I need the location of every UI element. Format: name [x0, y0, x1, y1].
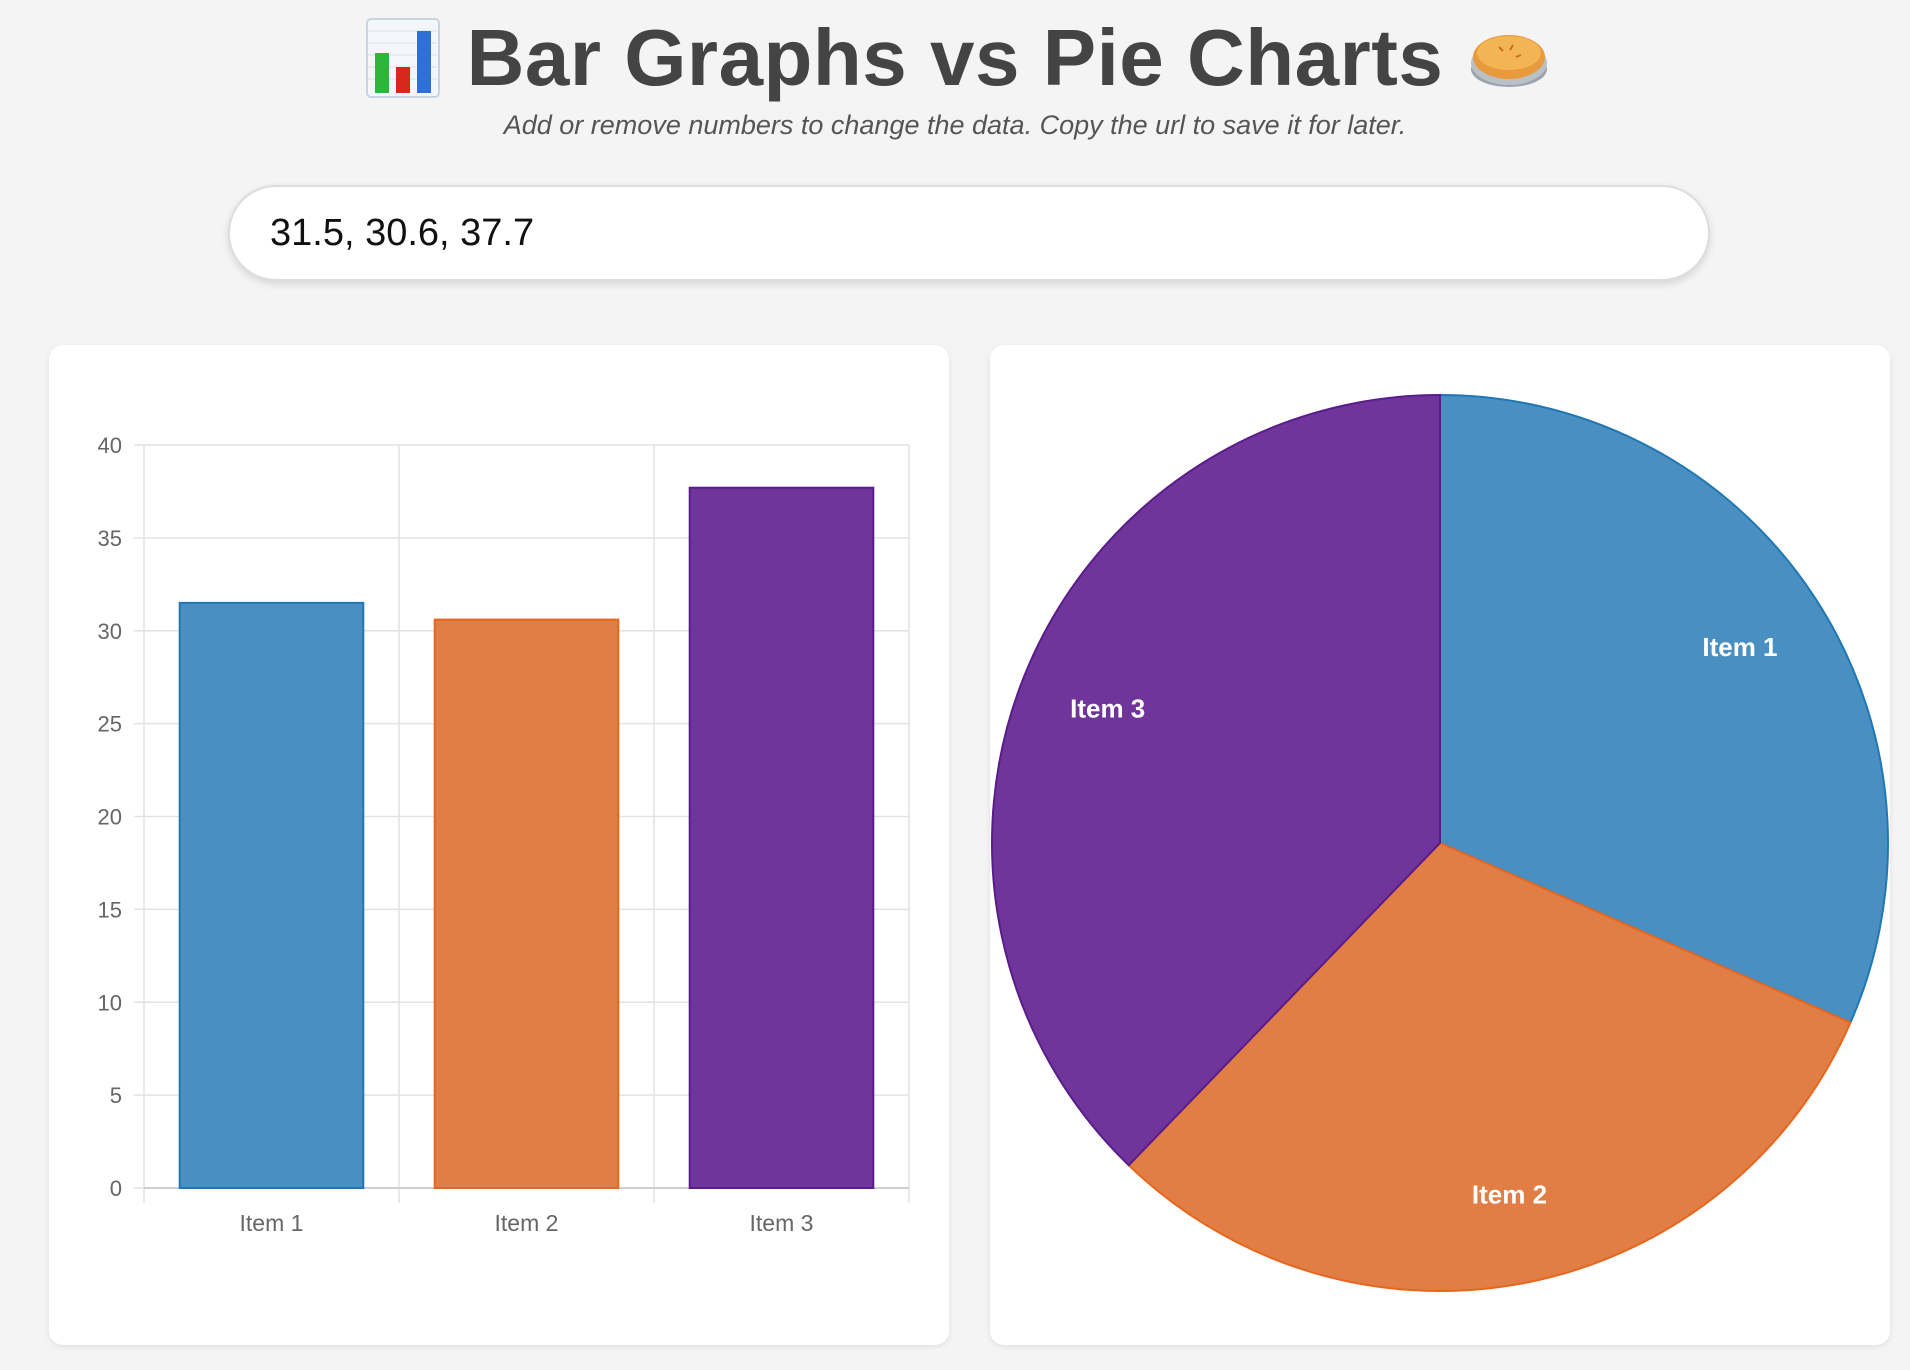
pie-slice-label: Item 3 [1070, 694, 1145, 724]
page-subtitle: Add or remove numbers to change the data… [503, 110, 1407, 140]
x-tick-label: Item 3 [750, 1210, 814, 1236]
title-row: Bar Graphs vs Pie Charts [0, 8, 1910, 108]
x-tick-label: Item 2 [495, 1210, 559, 1236]
bar-item-3[interactable] [688, 486, 875, 1190]
bar-chart-card: 0 5 10 15 20 25 30 35 40 Item 1 Item 2 Item 3 [49, 345, 949, 1345]
y-tick-label: 20 [98, 805, 122, 830]
data-input-container [228, 185, 1710, 281]
bar-item-2[interactable] [433, 618, 620, 1190]
pie-chart: Item 1 Item 2 Item 3 [991, 393, 1889, 1292]
y-tick-label: 30 [98, 619, 122, 644]
page-title: Bar Graphs vs Pie Charts [466, 13, 1444, 102]
pie-slice-item-3[interactable] [991, 393, 1441, 1167]
y-tick-label: 15 [98, 897, 122, 922]
y-tick-label: 10 [98, 990, 122, 1015]
y-tick-label: 40 [98, 433, 122, 458]
pie-chart-card: Item 1 Item 2 Item 3 [990, 345, 1890, 1345]
y-tick-label: 5 [110, 1083, 122, 1108]
y-tick-label: 35 [98, 526, 122, 551]
bar-chart-icon [365, 17, 441, 99]
pie-slice-label: Item 2 [1472, 1180, 1547, 1210]
bar-item-1[interactable] [178, 601, 365, 1189]
y-tick-label: 0 [110, 1176, 122, 1201]
pie-icon [1469, 17, 1548, 99]
pie-slice-item-2[interactable] [1127, 841, 1852, 1292]
data-input[interactable] [270, 211, 1650, 255]
bar-chart: 0 5 10 15 20 25 30 35 40 Item 1 Item 2 Item 3 [98, 433, 910, 1236]
pie-slice-label: Item 1 [1702, 632, 1777, 662]
x-tick-label: Item 1 [240, 1210, 304, 1236]
y-tick-label: 25 [98, 712, 122, 737]
pie-slice-item-1[interactable] [1439, 393, 1889, 1024]
